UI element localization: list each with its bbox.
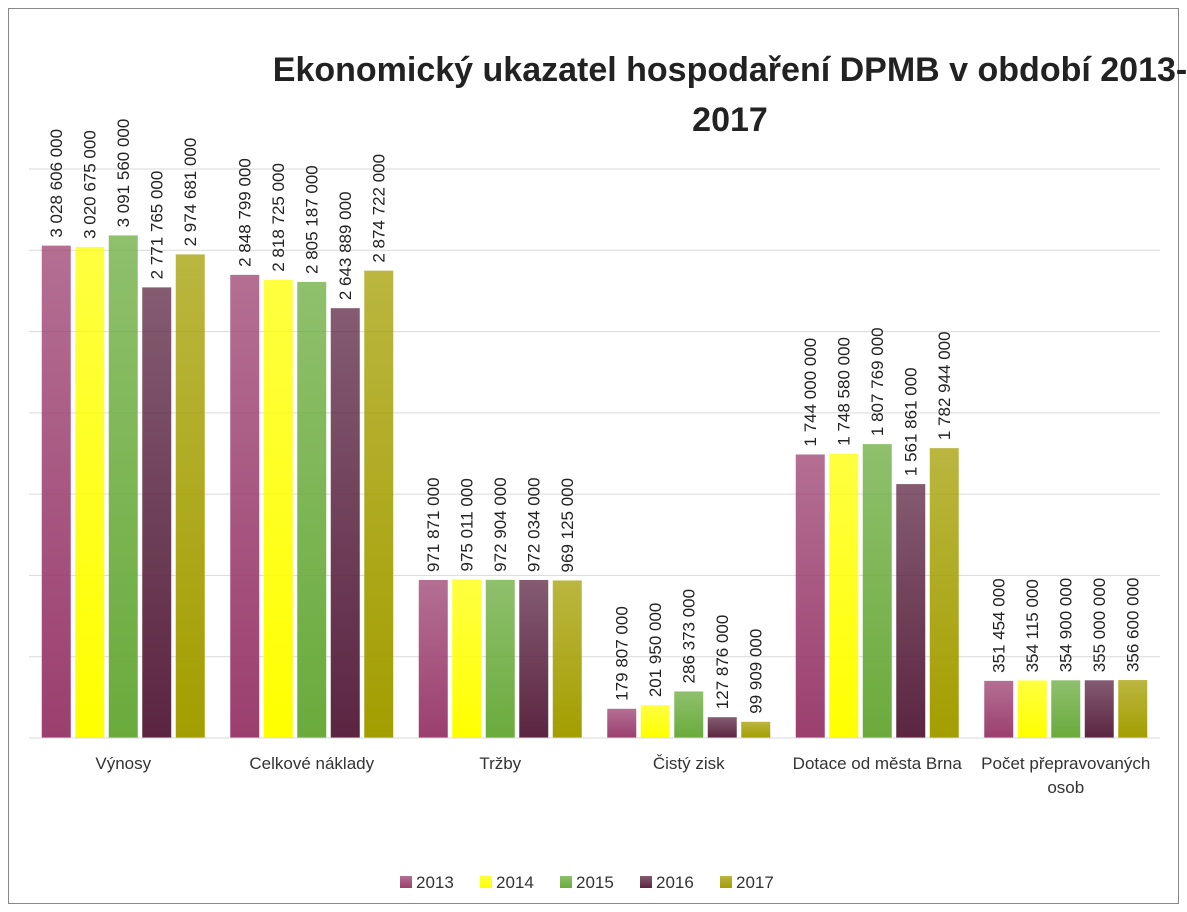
bar [829,453,859,738]
x-label-box: Celkové náklady [249,754,375,773]
bar [1118,680,1148,738]
data-label: 351 454 000 [990,578,1009,673]
x-label-box: Počet přepravovaných osob [981,754,1151,797]
bar [485,579,515,738]
data-label: 179 807 000 [613,606,632,701]
data-label: 2 643 889 000 [336,191,355,300]
x-tick-label: Celkové náklady [249,754,375,773]
bar [1017,680,1047,738]
x-label-box: Tržby [479,754,522,773]
data-label: 201 950 000 [646,603,665,698]
bar [1051,680,1081,738]
legend-label: 2013 [416,873,454,892]
data-label: 2 874 722 000 [370,154,389,263]
legend-swatch [640,876,652,888]
x-tick-label: Počet přepravovaných osob [981,754,1151,797]
data-label: 2 974 681 000 [181,138,200,247]
bar [263,279,293,738]
data-label: 972 904 000 [491,477,510,572]
bar [607,708,637,738]
data-label: 971 871 000 [424,477,443,572]
data-label: 1 748 580 000 [835,337,854,446]
bar [418,580,448,738]
legend-swatch [400,876,412,888]
data-label: 356 600 000 [1124,577,1143,672]
chart-title: Ekonomický ukazatel hospodaření DPMB v o… [272,51,1187,139]
bar [519,579,549,738]
bar [108,235,138,738]
x-tick-label: Dotace od města Brna [792,754,962,773]
x-label-box: Čistý zisk [652,754,725,773]
bar [929,448,959,738]
bar [896,484,926,738]
legend-swatch [720,876,732,888]
data-label: 3 028 606 000 [47,129,66,238]
bar [230,274,260,738]
data-label: 3 020 675 000 [81,130,100,239]
bar [741,721,771,738]
bar [862,444,892,738]
data-label: 1 782 944 000 [935,331,954,440]
data-label: 1 744 000 000 [801,338,820,447]
data-label: 355 000 000 [1090,578,1109,673]
bar [297,281,327,738]
data-label: 969 125 000 [558,478,577,573]
data-label: 2 818 725 000 [269,163,288,272]
bar [75,246,105,738]
legend-label: 2016 [656,873,694,892]
bar [142,287,172,738]
x-label-box: Výnosy [95,754,152,773]
bar [175,254,205,738]
legend-label: 2017 [736,873,774,892]
bar [674,691,704,738]
data-label: 2 771 765 000 [148,171,167,280]
data-label: 1 561 861 000 [902,367,921,476]
data-label: 99 909 000 [747,629,766,714]
x-tick-label: Tržby [479,754,522,773]
legend-label: 2015 [576,873,614,892]
bar [984,680,1014,738]
data-label: 354 115 000 [1023,579,1042,672]
data-label: 286 373 000 [680,589,699,684]
bar [1084,680,1114,738]
data-label: 354 900 000 [1057,578,1076,673]
data-label: 127 876 000 [713,615,732,710]
legend-swatch [560,876,572,888]
bar [41,245,71,738]
bar [364,270,394,738]
title-box: Ekonomický ukazatel hospodaření DPMB v o… [272,51,1187,139]
x-label-box: Dotace od města Brna [792,754,962,773]
bar [707,717,737,738]
bar [552,580,582,738]
x-tick-label: Výnosy [95,754,152,773]
data-label: 2 848 799 000 [236,158,255,267]
data-label: 3 091 560 000 [114,119,133,228]
data-label: 2 805 187 000 [303,165,322,274]
bar [452,579,482,738]
bar [640,705,670,738]
bar [795,454,825,738]
data-label: 1 807 769 000 [868,327,887,436]
x-tick-label: Čistý zisk [652,754,725,773]
legend-label: 2014 [496,873,534,892]
bar [330,308,360,738]
data-label: 975 011 000 [458,478,477,571]
legend-swatch [480,876,492,888]
data-label: 972 034 000 [525,477,544,572]
